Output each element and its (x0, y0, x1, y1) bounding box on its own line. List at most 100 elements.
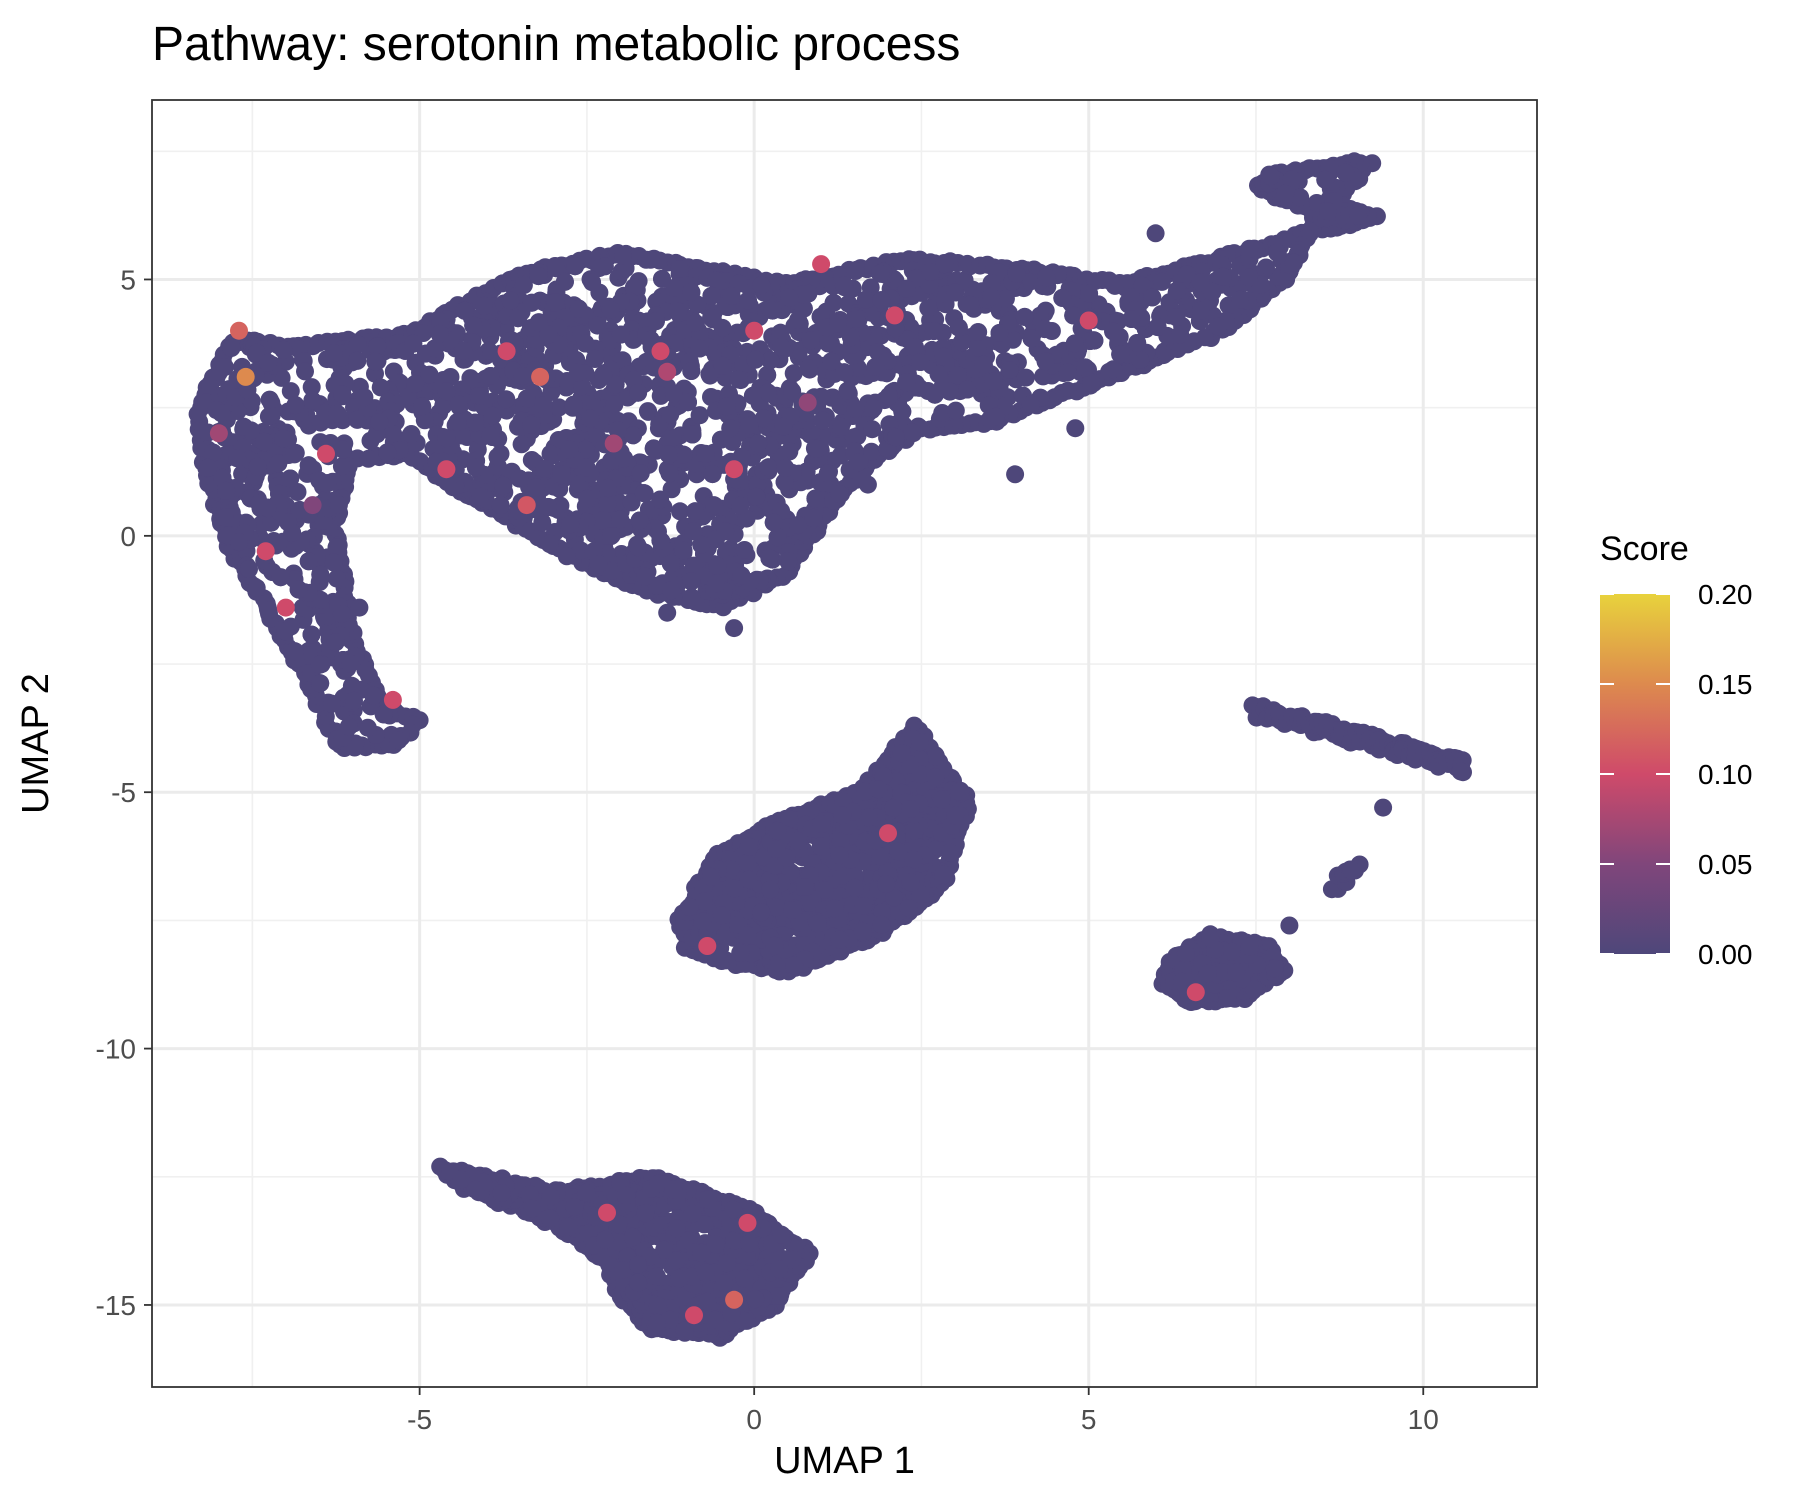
scatter-point (845, 878, 864, 897)
scatter-point (464, 316, 483, 335)
scatter-point (630, 511, 649, 530)
scatter-point (310, 655, 329, 674)
scatter-point (333, 385, 352, 404)
scatter-point (389, 731, 408, 750)
scatter-point (215, 508, 234, 527)
scatter-point (539, 498, 558, 516)
scatter-point (752, 276, 771, 295)
scatter-point (776, 459, 795, 478)
scatter-point (1016, 368, 1035, 387)
scatter-point (274, 429, 293, 448)
scatter-point (712, 906, 731, 925)
scatter-point (583, 273, 602, 292)
scatter-point (491, 496, 510, 515)
scatter-point (636, 567, 655, 586)
scatter-point (638, 402, 657, 421)
scatter-point (732, 566, 751, 585)
scatter-point (822, 352, 841, 371)
scatter-point (721, 419, 740, 438)
scatter-point (430, 324, 449, 343)
scatter-point (889, 842, 908, 861)
scatter-point (327, 569, 346, 588)
scatter-point (402, 425, 421, 444)
scatter-point (871, 264, 890, 283)
scatter-point (702, 867, 721, 886)
scatter-point (355, 388, 374, 407)
scatter-point (675, 1321, 694, 1340)
scatter-point (510, 469, 529, 488)
scatter-point (911, 733, 929, 752)
scatter-point (1053, 288, 1072, 307)
scatter-point (259, 601, 278, 619)
scatter-point (921, 263, 940, 282)
scatter-point (289, 580, 308, 599)
scatter-point (682, 362, 701, 380)
scatter-point (560, 440, 579, 459)
scatter-point (772, 1225, 790, 1244)
scatter-point (378, 443, 397, 462)
scatter-point (303, 391, 322, 410)
scatter-point (1152, 272, 1171, 291)
scatter-point (449, 395, 468, 414)
scatter-point (605, 395, 624, 414)
scatter-point (1080, 284, 1099, 303)
scatter-point (325, 344, 343, 363)
scatter-point (842, 328, 860, 347)
scatter-point (893, 402, 912, 421)
scatter-point (248, 457, 267, 476)
scatter-point (552, 465, 571, 484)
scatter-point (659, 445, 678, 464)
scatter-point (611, 510, 630, 529)
scatter-point (725, 879, 744, 898)
scatter-point (670, 1269, 689, 1288)
scatter-point (1037, 268, 1056, 287)
scatter-point (674, 445, 693, 464)
scatter-point (706, 574, 725, 593)
scatter-point (717, 1254, 736, 1273)
scatter-point (1000, 361, 1019, 379)
scatter-point (854, 897, 873, 915)
scatter-point (629, 383, 648, 402)
scatter-point (698, 1292, 717, 1311)
scatter-point (806, 489, 825, 508)
scatter-point (738, 926, 757, 945)
scatter-point (758, 383, 777, 402)
scatter-point (990, 324, 1009, 342)
scatter-point (680, 898, 699, 917)
scatter-point (413, 397, 432, 416)
scatter-point (546, 293, 565, 312)
scatter-point (686, 502, 705, 521)
scatter-point (663, 428, 682, 447)
scatter-point (872, 915, 891, 934)
scatter-point (281, 469, 300, 488)
scatter-point (258, 498, 277, 517)
scatter-point (344, 691, 363, 710)
scatter-point (808, 439, 827, 458)
scatter-point (722, 287, 741, 306)
scatter-point (829, 314, 847, 333)
scatter-point (740, 1234, 759, 1253)
scatter-point (647, 1313, 666, 1332)
scatter-point (830, 846, 849, 865)
scatter-point (1058, 363, 1077, 382)
scatter-point (614, 246, 632, 265)
scatter-point (577, 1183, 596, 1202)
scatter-point (561, 515, 580, 534)
scatter-point (617, 1186, 636, 1205)
scatter-point (833, 806, 852, 825)
scatter-point (804, 508, 823, 527)
scatter-point (1015, 307, 1034, 326)
scatter-point (738, 854, 757, 873)
scatter-point (541, 1187, 560, 1206)
scatter-point (924, 322, 943, 341)
scatter-point (1231, 290, 1249, 309)
scatter-point (646, 312, 665, 331)
scatter-point (1111, 345, 1130, 364)
scatter-point (661, 554, 680, 573)
scatter-point (1036, 352, 1055, 371)
scatter-point (475, 296, 493, 315)
scatter-point (523, 1199, 542, 1218)
scatter-point (466, 1180, 485, 1199)
scatter-point (1128, 334, 1147, 352)
scatter-point (364, 686, 383, 705)
